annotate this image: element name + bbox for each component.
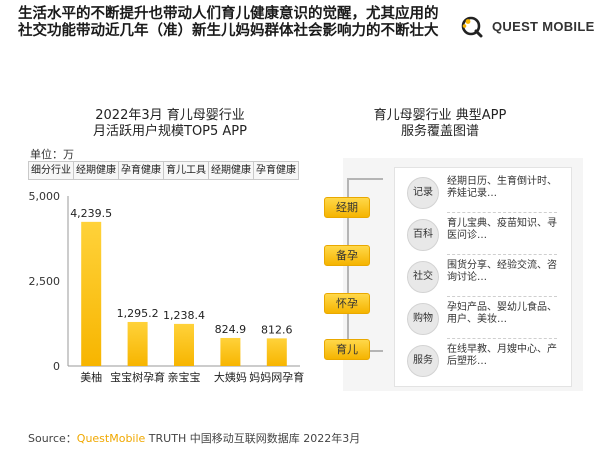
service-item: 百科 育儿宝典、疫苗知识、寻医问诊… bbox=[395, 214, 571, 254]
service-desc: 经期日历、生育倒计时、养娃记录… bbox=[447, 176, 557, 199]
bar-value-label: 1,238.4 bbox=[163, 309, 205, 322]
bar bbox=[266, 338, 287, 366]
headline: 生活水平的不断提升也带动人们育儿健康意识的觉醒，尤其应用的社交功能带动近几年（准… bbox=[18, 6, 439, 39]
bar bbox=[81, 221, 102, 366]
map-title: 育儿母婴行业 典型APP 服务覆盖图谱 bbox=[340, 108, 540, 140]
service-badge: 记录 bbox=[407, 177, 439, 209]
source-note: Source：QuestMobile TRUTH 中国移动互联网数据库 2022… bbox=[28, 430, 360, 446]
segment-cell: 细分行业 bbox=[29, 162, 74, 179]
service-desc: 孕妇产品、婴幼儿食品、用户、美妆… bbox=[447, 302, 557, 325]
map-title-line1: 育儿母婴行业 典型APP bbox=[373, 108, 507, 123]
quest-mobile-logo-icon bbox=[461, 16, 483, 38]
service-desc: 育儿宝典、疫苗知识、寻医问诊… bbox=[447, 218, 557, 241]
source-rest: TRUTH 中国移动互联网数据库 2022年3月 bbox=[145, 432, 361, 445]
divider bbox=[447, 338, 557, 339]
divider bbox=[447, 254, 557, 255]
service-item: 社交 围货分享、经验交流、咨询讨论… bbox=[395, 256, 571, 296]
stage-pill: 怀孕 bbox=[324, 293, 370, 314]
x-tick-label: 宝宝树孕育 bbox=[110, 370, 165, 384]
bar bbox=[127, 321, 148, 366]
bar-value-label: 4,239.5 bbox=[70, 207, 112, 220]
chart-unit: 单位：万 bbox=[30, 148, 74, 161]
x-tick-label: 美柚 bbox=[80, 370, 102, 384]
segment-row: 细分行业 经期健康 孕育健康 育儿工具 经期健康 孕育健康 bbox=[28, 161, 299, 180]
divider bbox=[447, 296, 557, 297]
chart-title: 2022年3月 育儿母婴行业 月活跃用户规模TOP5 APP bbox=[40, 108, 300, 140]
stage-pill: 备孕 bbox=[324, 245, 370, 266]
y-tick-label: 0 bbox=[53, 360, 60, 373]
x-tick-label: 妈妈网孕育 bbox=[249, 370, 304, 384]
service-badge: 社交 bbox=[407, 261, 439, 293]
quest-mobile-logo: QUEST MOBILE bbox=[460, 14, 595, 38]
segment-cell: 育儿工具 bbox=[164, 162, 209, 179]
bar-value-label: 812.6 bbox=[261, 323, 293, 336]
service-item: 服务 在线早教、月嫂中心、产后塑形… bbox=[395, 340, 571, 380]
services-panel: 记录 经期日历、生育倒计时、养娃记录… 百科 育儿宝典、疫苗知识、寻医问诊… 社… bbox=[394, 167, 572, 387]
chart-title-line1: 2022年3月 育儿母婴行业 bbox=[95, 108, 245, 123]
bar-value-label: 1,295.2 bbox=[117, 307, 159, 320]
service-badge: 服务 bbox=[407, 345, 439, 377]
segment-cell: 经期健康 bbox=[209, 162, 254, 179]
logo-text: QUEST MOBILE bbox=[492, 18, 595, 34]
service-item: 购物 孕妇产品、婴幼儿食品、用户、美妆… bbox=[395, 298, 571, 338]
x-tick-label: 大姨妈 bbox=[214, 370, 247, 384]
segment-cell: 经期健康 bbox=[74, 162, 119, 179]
stage-pill: 育儿 bbox=[324, 339, 370, 360]
divider bbox=[447, 212, 557, 213]
bar bbox=[220, 337, 241, 366]
chart-title-line2: 月活跃用户规模TOP5 APP bbox=[93, 124, 247, 139]
bar-chart: 0 2,500 5,000 4,239.5 美柚 1,295.2 宝宝树孕育 1,238.4 亲… bbox=[29, 190, 305, 384]
service-badge: 购物 bbox=[407, 303, 439, 335]
service-badge: 百科 bbox=[407, 219, 439, 251]
source-prefix: Source： bbox=[28, 432, 77, 445]
segment-cell: 孕育健康 bbox=[119, 162, 164, 179]
more-indicator: … bbox=[150, 373, 160, 384]
service-desc: 在线早教、月嫂中心、产后塑形… bbox=[447, 344, 557, 367]
y-tick-label: 5,000 bbox=[29, 190, 61, 203]
map-title-line2: 服务覆盖图谱 bbox=[400, 124, 479, 139]
x-tick-label: 亲宝宝 bbox=[168, 370, 201, 384]
source-brand: QuestMobile bbox=[76, 432, 146, 445]
service-item: 记录 经期日历、生育倒计时、养娃记录… bbox=[395, 172, 571, 212]
segment-cell: 孕育健康 bbox=[256, 165, 296, 176]
stage-pill: 经期 bbox=[324, 197, 370, 218]
bar bbox=[174, 323, 194, 366]
y-tick-label: 2,500 bbox=[29, 275, 61, 288]
service-desc: 围货分享、经验交流、咨询讨论… bbox=[447, 260, 557, 283]
bar-value-label: 824.9 bbox=[215, 323, 247, 336]
